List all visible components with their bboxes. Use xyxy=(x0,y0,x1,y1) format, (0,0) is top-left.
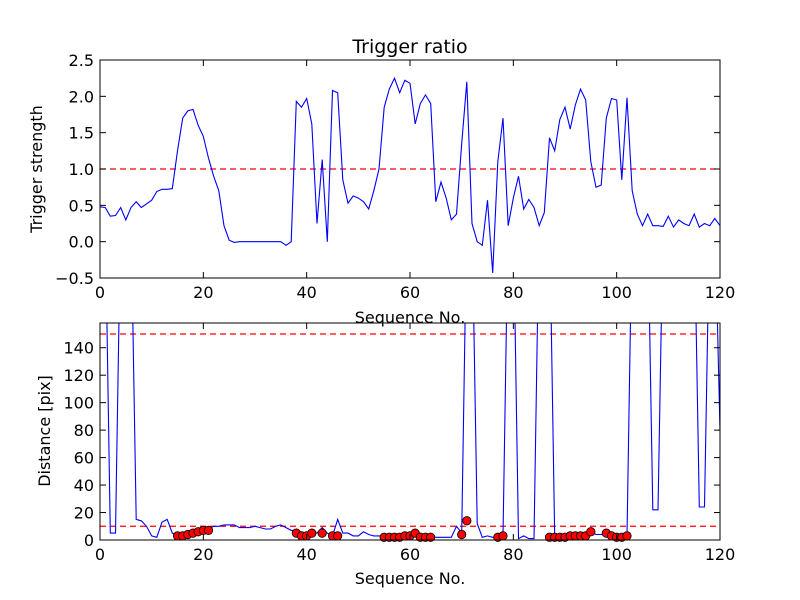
axis-ticks: 0 20 40 60 80 100 120 −0.5 0.0 0.5 1.0 1.5 2.0 2.5 xyxy=(55,51,735,302)
y-tick-label: 120 xyxy=(63,366,94,385)
y-tick-label: 2.5 xyxy=(69,51,94,70)
y-tick-label: 100 xyxy=(63,394,94,413)
chart-title: Trigger ratio xyxy=(351,36,467,58)
series-line xyxy=(100,76,720,273)
y-tick-label: 0.5 xyxy=(69,196,94,215)
plot-area xyxy=(100,323,720,540)
data-marker xyxy=(307,528,317,538)
x-tick-label: 20 xyxy=(193,283,213,302)
y-tick-label: 40 xyxy=(74,476,94,495)
x-tick-label: 0 xyxy=(95,283,105,302)
y-tick-label: 20 xyxy=(74,504,94,523)
x-tick-label: 120 xyxy=(705,283,736,302)
trigger-ratio-chart: Trigger ratio 0 20 40 60 80 100 120 −0.5 0.0 0.5 1… xyxy=(27,36,735,327)
y-tick-label: 1.0 xyxy=(69,160,94,179)
x-tick-label: 100 xyxy=(601,545,632,564)
y-tick-label: 140 xyxy=(63,339,94,358)
data-marker xyxy=(498,531,508,541)
y-tick-label: 2.0 xyxy=(69,87,94,106)
x-tick-label: 40 xyxy=(296,545,316,564)
x-tick-label: 120 xyxy=(705,545,736,564)
x-axis-label: Sequence No. xyxy=(355,308,466,327)
x-tick-label: 60 xyxy=(400,283,420,302)
y-tick-label: 0 xyxy=(84,531,94,550)
y-tick-label: 60 xyxy=(74,449,94,468)
data-marker xyxy=(317,528,327,538)
y-axis-label: Trigger strength xyxy=(27,105,46,234)
x-tick-label: 60 xyxy=(400,545,420,564)
data-marker xyxy=(622,531,632,541)
x-tick-label: 20 xyxy=(193,545,213,564)
y-tick-label: 1.5 xyxy=(69,124,94,143)
y-axis-label: Distance [pix] xyxy=(35,375,54,487)
data-marker xyxy=(457,529,467,540)
data-marker xyxy=(426,532,436,542)
data-marker xyxy=(586,527,596,537)
x-tick-label: 80 xyxy=(503,283,523,302)
marker-layer xyxy=(172,516,632,542)
x-tick-label: 80 xyxy=(503,545,523,564)
plot-area xyxy=(100,76,720,273)
x-axis-label: Sequence No. xyxy=(355,569,466,588)
data-marker xyxy=(333,531,343,541)
distance-chart: 0 20 40 60 80 100 120 0 20 40 60 80 100 120 140 Sequen… xyxy=(35,322,735,588)
data-marker xyxy=(462,516,472,526)
series-line xyxy=(106,323,720,540)
x-tick-label: 40 xyxy=(296,283,316,302)
data-marker xyxy=(203,525,214,535)
axis-ticks: 0 20 40 60 80 100 120 0 20 40 60 80 100 120 140 xyxy=(63,323,735,564)
y-tick-label: −0.5 xyxy=(55,269,94,288)
y-tick-label: 80 xyxy=(74,421,94,440)
x-tick-label: 0 xyxy=(95,545,105,564)
y-tick-label: 0.0 xyxy=(69,233,94,252)
x-tick-label: 100 xyxy=(601,283,632,302)
